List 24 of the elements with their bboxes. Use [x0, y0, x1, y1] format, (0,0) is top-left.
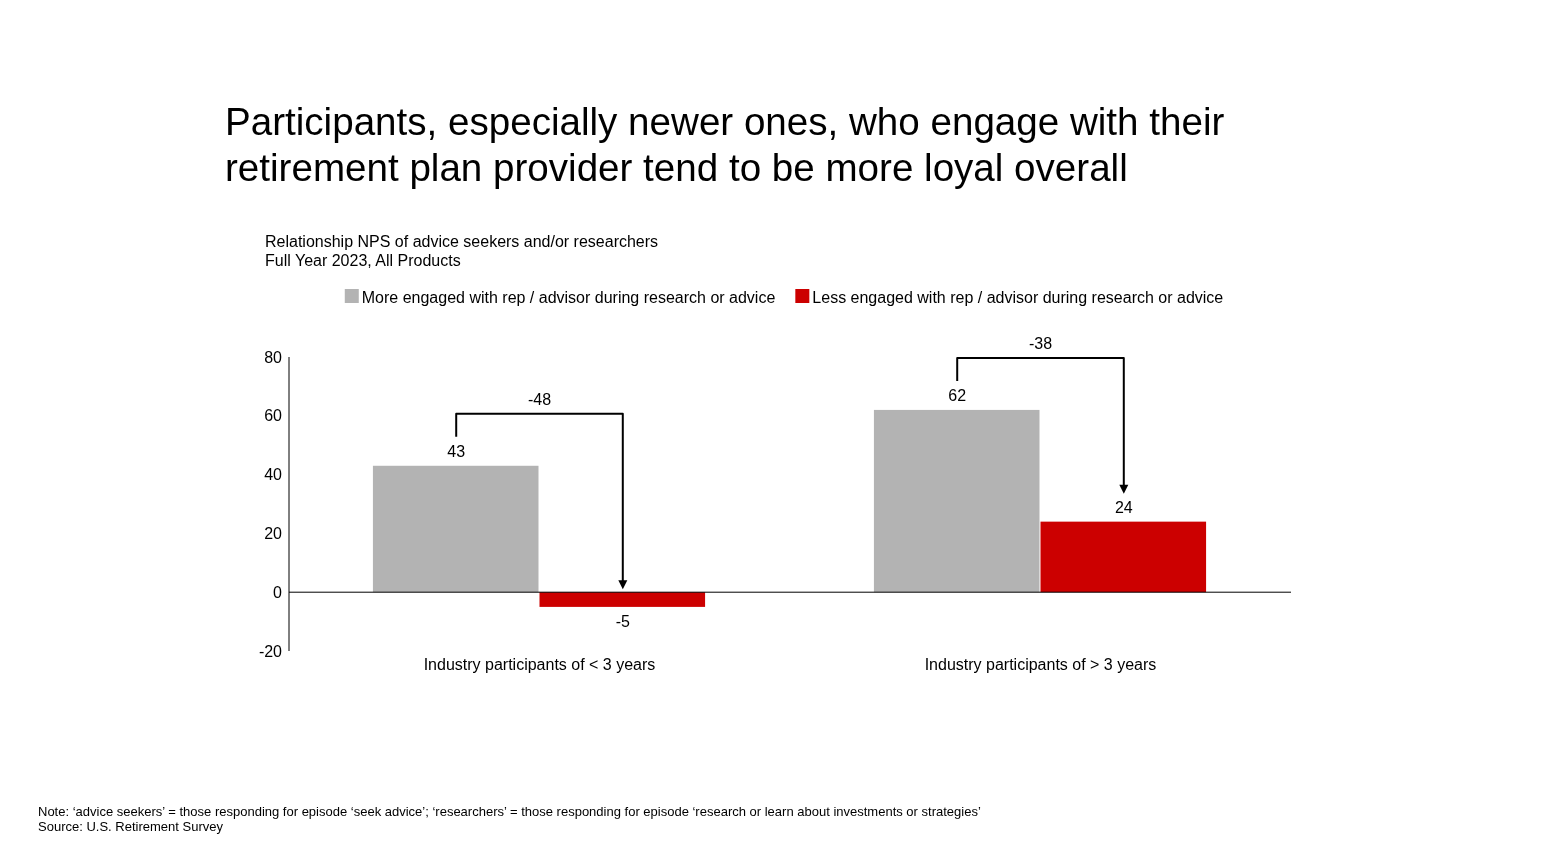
bar	[539, 592, 706, 607]
y-tick-label: 40	[264, 466, 283, 484]
chart-subtitle: Relationship NPS of advice seekers and/or researchers Full Year 2023, All Products	[265, 233, 659, 269]
data-label: 43	[447, 442, 466, 460]
x-tick-label: Industry participants of < 3 years	[423, 656, 656, 673]
y-tick-label: 20	[264, 524, 283, 542]
data-label: 24	[1114, 498, 1133, 516]
legend-label: More engaged with rep / advisor during research or advice	[361, 288, 776, 306]
source-note: Source: U.S. Retirement Survey	[38, 819, 224, 834]
bar	[873, 409, 1040, 593]
y-tick-label: 60	[264, 407, 283, 425]
y-tick-label: 80	[264, 348, 283, 366]
y-tick-label: 0	[273, 583, 283, 601]
legend-label: Less engaged with rep / advisor during research or advice	[812, 288, 1224, 306]
chart-title: Participants, especially newer ones, who engage with their retirement plan provider tend to be more loyal overall	[225, 100, 1225, 189]
text: -38	[1028, 334, 1053, 352]
text: Note: ‘advice seekers’ = those responding for episode ‘seek advice’; ‘researchers’ = those responding for episode ‘research or learn about investments or strategies’	[38, 804, 981, 819]
bar	[372, 465, 539, 593]
data-label: -5	[615, 612, 630, 630]
y-tick-label: -20	[258, 642, 283, 660]
data-label: 62	[948, 386, 967, 404]
bar	[1040, 521, 1207, 593]
annotation: -48	[527, 390, 552, 408]
x-tick-label: Industry participants of > 3 years	[924, 656, 1157, 673]
